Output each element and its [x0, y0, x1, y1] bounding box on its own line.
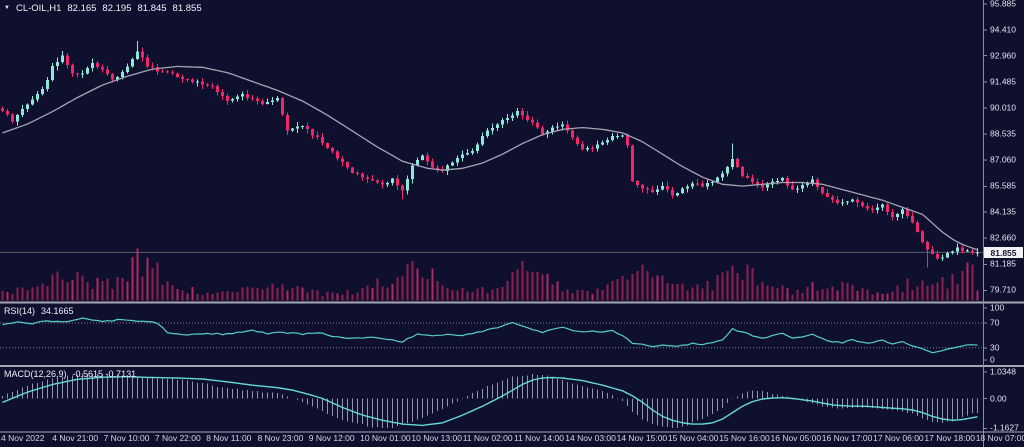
time-axis-label: 11 Nov 14:00: [514, 433, 564, 443]
macd-axis-label: 0.00: [990, 393, 1007, 403]
macd-axis-label: -1.1627: [990, 422, 1019, 433]
symbol-label: CL-OIL,H1: [15, 3, 62, 14]
price-axis-label: 79.710: [990, 284, 1016, 295]
time-axis-label: 15 Nov 16:00: [719, 433, 770, 443]
time-axis-label: 11 Nov 02:00: [462, 433, 513, 443]
price-axis-label: 95.885: [990, 0, 1016, 9]
time-axis-label: 18 Nov 07:00: [975, 433, 1024, 443]
time-axis-label: 7 Nov 10:00: [103, 433, 150, 443]
price-axis-label: 94.410: [990, 24, 1016, 35]
time-axis-label: 14 Nov 15:00: [616, 433, 668, 443]
rsi-indicator-label: RSI(14) 34.1665: [4, 306, 74, 316]
macd-histogram: [2, 373, 978, 429]
rsi-axis-label: 100: [990, 302, 1005, 313]
price-axis-label: 85.585: [990, 180, 1016, 191]
price-axis-label: 87.060: [990, 154, 1016, 165]
rsi-level-lines: [0, 322, 983, 349]
time-axis-label: 8 Nov 23:00: [257, 433, 304, 443]
macd-values: -0.5615 -0.7131: [72, 369, 137, 379]
price-axis-label: 92.960: [990, 50, 1016, 61]
time-axis-label: 10 Nov 13:00: [411, 433, 462, 443]
price-axis-label: 88.535: [990, 128, 1016, 139]
ma-line: [2, 65, 978, 251]
time-axis-label: 14 Nov 03:00: [565, 433, 616, 443]
symbol-dropdown-icon[interactable]: ▼: [4, 5, 10, 11]
macd-axis-label: 1.0348: [990, 366, 1016, 377]
ohlc-open: 82.165: [67, 3, 97, 14]
time-axis-label: 4 Nov 2022: [1, 433, 45, 443]
volume-histogram: [1, 248, 979, 301]
time-axis-label: 16 Nov 05:00: [770, 433, 822, 443]
rsi-line: [2, 317, 978, 354]
current-price-badge: 81.855: [984, 247, 1023, 258]
rsi-axis-label: 30: [990, 342, 1000, 353]
rsi-name: RSI(14): [4, 306, 36, 316]
macd-name: MACD(12,26,9): [4, 369, 67, 379]
symbol-header: ▼ CL-OIL,H1 82.165 82.195 81.845 81.855: [4, 3, 202, 14]
price-axis-label: 84.135: [990, 206, 1016, 217]
time-axis-label: 7 Nov 22:00: [154, 433, 201, 443]
rsi-value: 34.1665: [41, 306, 74, 316]
time-axis-label: 15 Nov 04:00: [667, 433, 719, 443]
price-axis-ticks: [984, 3, 987, 429]
price-axis-label: 81.185: [990, 258, 1016, 269]
time-axis-label: 9 Nov 12:00: [308, 433, 355, 443]
rsi-axis-label: 70: [990, 317, 1000, 328]
price-scale-axis-line[interactable]: [983, 0, 984, 447]
time-axis-label: 17 Nov 06:00: [873, 433, 924, 443]
time-axis-label: 4 Nov 21:00: [52, 433, 99, 443]
panel-separators: [0, 301, 1024, 433]
ohlc-low: 81.845: [137, 3, 167, 14]
time-axis-label: 10 Nov 01:00: [360, 433, 411, 443]
time-axis-label: 8 Nov 11:00: [206, 433, 252, 443]
ohlc-high: 82.195: [102, 3, 132, 14]
ohlc-close: 81.855: [172, 3, 202, 14]
candles: [1, 40, 979, 268]
price-axis-label: 91.485: [990, 76, 1016, 87]
time-axis-label: 16 Nov 17:00: [821, 433, 873, 443]
rsi-axis-label: 0: [990, 354, 995, 365]
macd-signal-line: [2, 375, 978, 427]
time-axis-label: 17 Nov 18:00: [924, 433, 975, 443]
price-axis-label: 82.660: [990, 232, 1016, 243]
macd-indicator-label: MACD(12,26,9) -0.5615 -0.7131: [4, 369, 136, 379]
price-axis-label: 90.010: [990, 102, 1016, 113]
